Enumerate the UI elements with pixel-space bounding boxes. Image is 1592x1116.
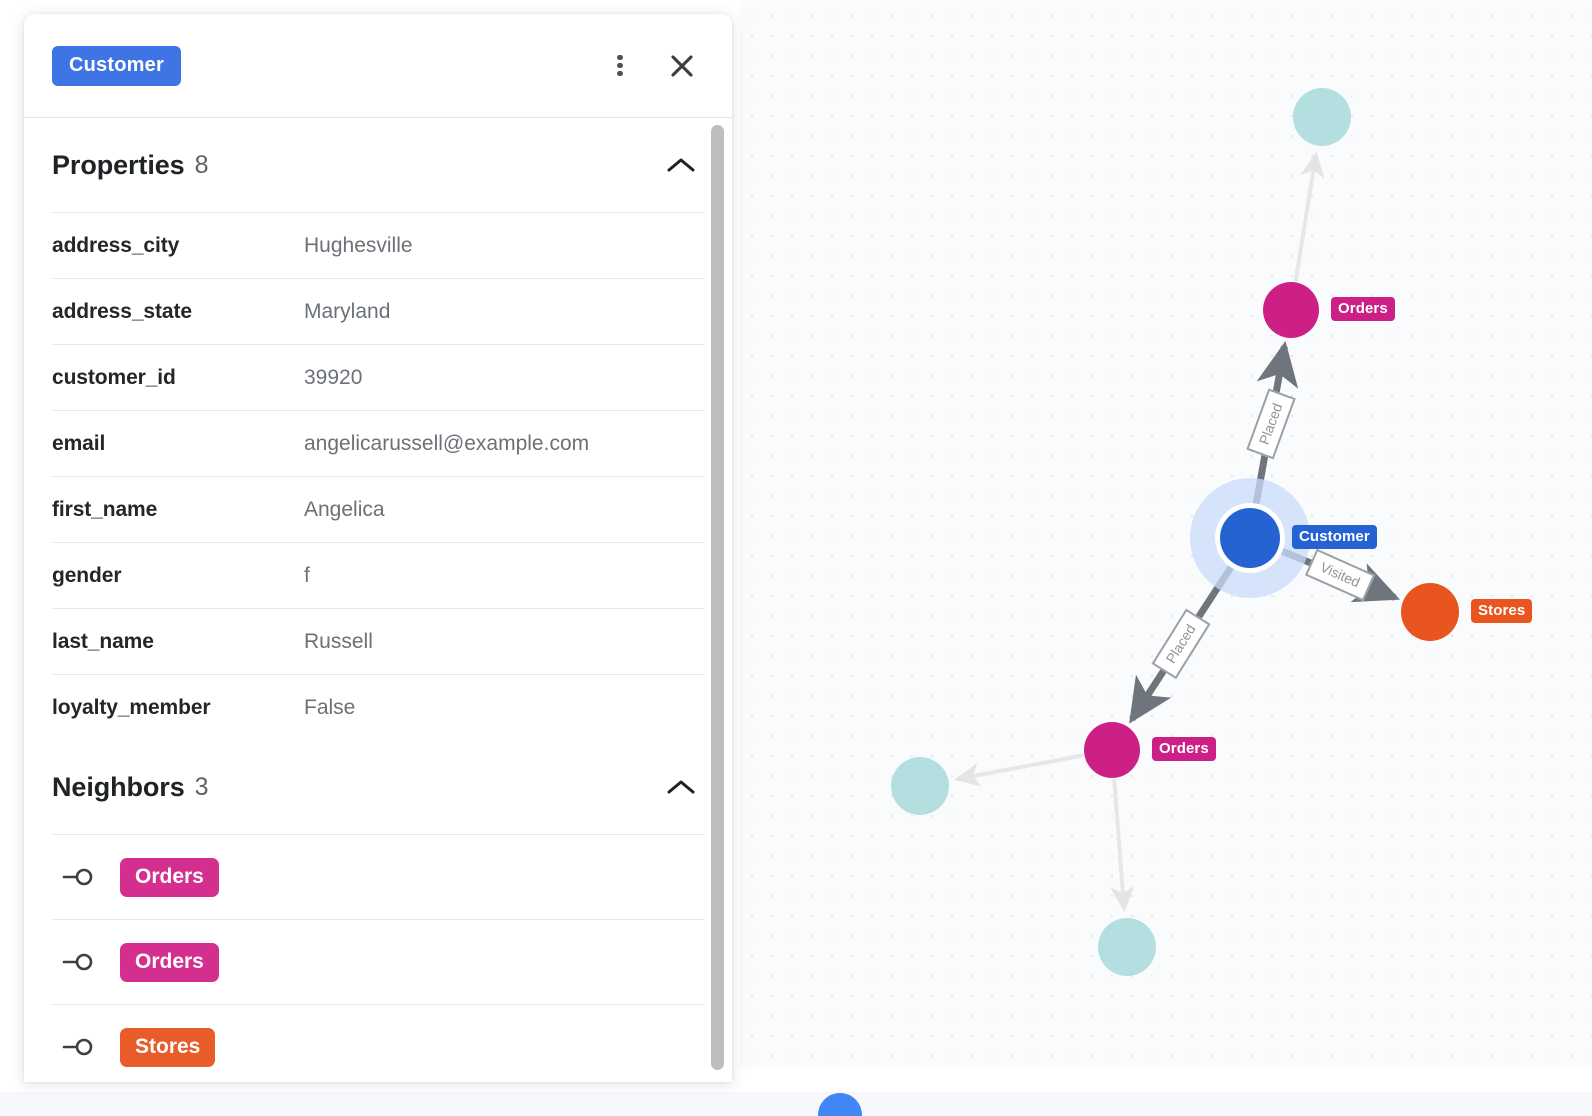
properties-section-header[interactable]: Properties 8 bbox=[52, 118, 704, 212]
property-row: email angelicarussell@example.com bbox=[52, 410, 704, 476]
properties-title: Properties bbox=[52, 149, 185, 180]
graph-node[interactable] bbox=[891, 757, 949, 815]
property-key: first_name bbox=[52, 497, 158, 521]
property-row: address_city Hughesville bbox=[52, 212, 704, 278]
property-value: f bbox=[304, 563, 310, 587]
graph-node[interactable] bbox=[1293, 88, 1351, 146]
property-value: False bbox=[304, 695, 356, 719]
graph-svg bbox=[891, 88, 1459, 976]
close-icon[interactable] bbox=[660, 44, 704, 88]
property-row: loyalty_member False bbox=[52, 674, 704, 740]
property-row: first_name Angelica bbox=[52, 476, 704, 542]
legend-node-bubble[interactable] bbox=[818, 1093, 862, 1116]
chevron-up-icon[interactable] bbox=[666, 778, 696, 796]
neighbors-count: 3 bbox=[194, 772, 209, 801]
property-row: address_state Maryland bbox=[52, 278, 704, 344]
property-key: address_city bbox=[52, 233, 180, 257]
kebab-menu-icon[interactable] bbox=[598, 44, 642, 88]
app-bottom-bar bbox=[0, 1092, 1592, 1116]
graph-canvas[interactable]: Placed Visited Placed Orders Customer Stores O… bbox=[740, 0, 1592, 1068]
neighbor-type-chip[interactable]: Orders bbox=[120, 942, 219, 982]
neighbor-row[interactable]: Orders bbox=[52, 919, 704, 1004]
neighbors-section-header[interactable]: Neighbors 3 bbox=[52, 740, 704, 834]
neighbor-row[interactable]: Orders bbox=[52, 834, 704, 919]
panel-scroll-thumb[interactable] bbox=[711, 125, 724, 1070]
relationship-endpoint-icon bbox=[52, 1037, 120, 1057]
property-value: angelicarussell@example.com bbox=[304, 431, 590, 455]
graph-edge[interactable] bbox=[954, 753, 1084, 787]
kebab-dot-1 bbox=[617, 54, 623, 61]
property-value: 39920 bbox=[304, 365, 363, 389]
graph-node[interactable] bbox=[1220, 508, 1280, 568]
property-row: last_name Russell bbox=[52, 608, 704, 674]
property-value: Angelica bbox=[304, 497, 385, 521]
relationship-endpoint-icon bbox=[52, 867, 120, 887]
node-details-panel: Customer Properties 8 bbox=[24, 14, 732, 1082]
graph-node-label[interactable]: Stores bbox=[1471, 599, 1533, 623]
properties-count: 8 bbox=[194, 150, 209, 179]
panel-body[interactable]: Properties 8 address_city Hughesville addr… bbox=[24, 118, 732, 1082]
graph-node[interactable] bbox=[1263, 282, 1319, 338]
graph-node[interactable] bbox=[1084, 722, 1140, 778]
graph-edge[interactable] bbox=[1110, 778, 1135, 913]
neighbors-list: Orders Orders Stores bbox=[52, 834, 704, 1082]
property-key: last_name bbox=[52, 629, 154, 653]
property-key: address_state bbox=[52, 299, 192, 323]
property-row: gender f bbox=[52, 542, 704, 608]
property-value: Hughesville bbox=[304, 233, 413, 257]
property-key: loyalty_member bbox=[52, 695, 211, 719]
node-type-chip[interactable]: Customer bbox=[52, 45, 181, 86]
graph-node-label[interactable]: Orders bbox=[1152, 737, 1216, 761]
property-key: customer_id bbox=[52, 365, 176, 389]
panel-scrollbar[interactable] bbox=[711, 125, 724, 1070]
relationship-endpoint-icon bbox=[52, 952, 120, 972]
panel-header: Customer bbox=[24, 14, 732, 118]
neighbor-type-chip[interactable]: Orders bbox=[120, 857, 219, 897]
graph-node-label[interactable]: Orders bbox=[1331, 297, 1395, 321]
property-value: Russell bbox=[304, 629, 373, 653]
neighbor-type-chip[interactable]: Stores bbox=[120, 1027, 216, 1067]
property-value: Maryland bbox=[304, 299, 391, 323]
chevron-up-icon[interactable] bbox=[666, 156, 696, 174]
property-key: email bbox=[52, 431, 106, 455]
properties-list: address_city Hughesville address_state Mary… bbox=[52, 212, 704, 740]
graph-edge[interactable] bbox=[1293, 151, 1325, 282]
graph-node[interactable] bbox=[1401, 583, 1459, 641]
close-glyph bbox=[671, 54, 693, 77]
graph-node-layer bbox=[891, 88, 1459, 976]
kebab-dot-3 bbox=[617, 70, 623, 77]
graph-node-label[interactable]: Customer bbox=[1292, 525, 1377, 549]
property-row: customer_id 39920 bbox=[52, 344, 704, 410]
kebab-dot-2 bbox=[617, 62, 623, 69]
property-key: gender bbox=[52, 563, 122, 587]
neighbor-row[interactable]: Stores bbox=[52, 1004, 704, 1082]
graph-node[interactable] bbox=[1098, 918, 1156, 976]
neighbors-title: Neighbors bbox=[52, 771, 185, 802]
